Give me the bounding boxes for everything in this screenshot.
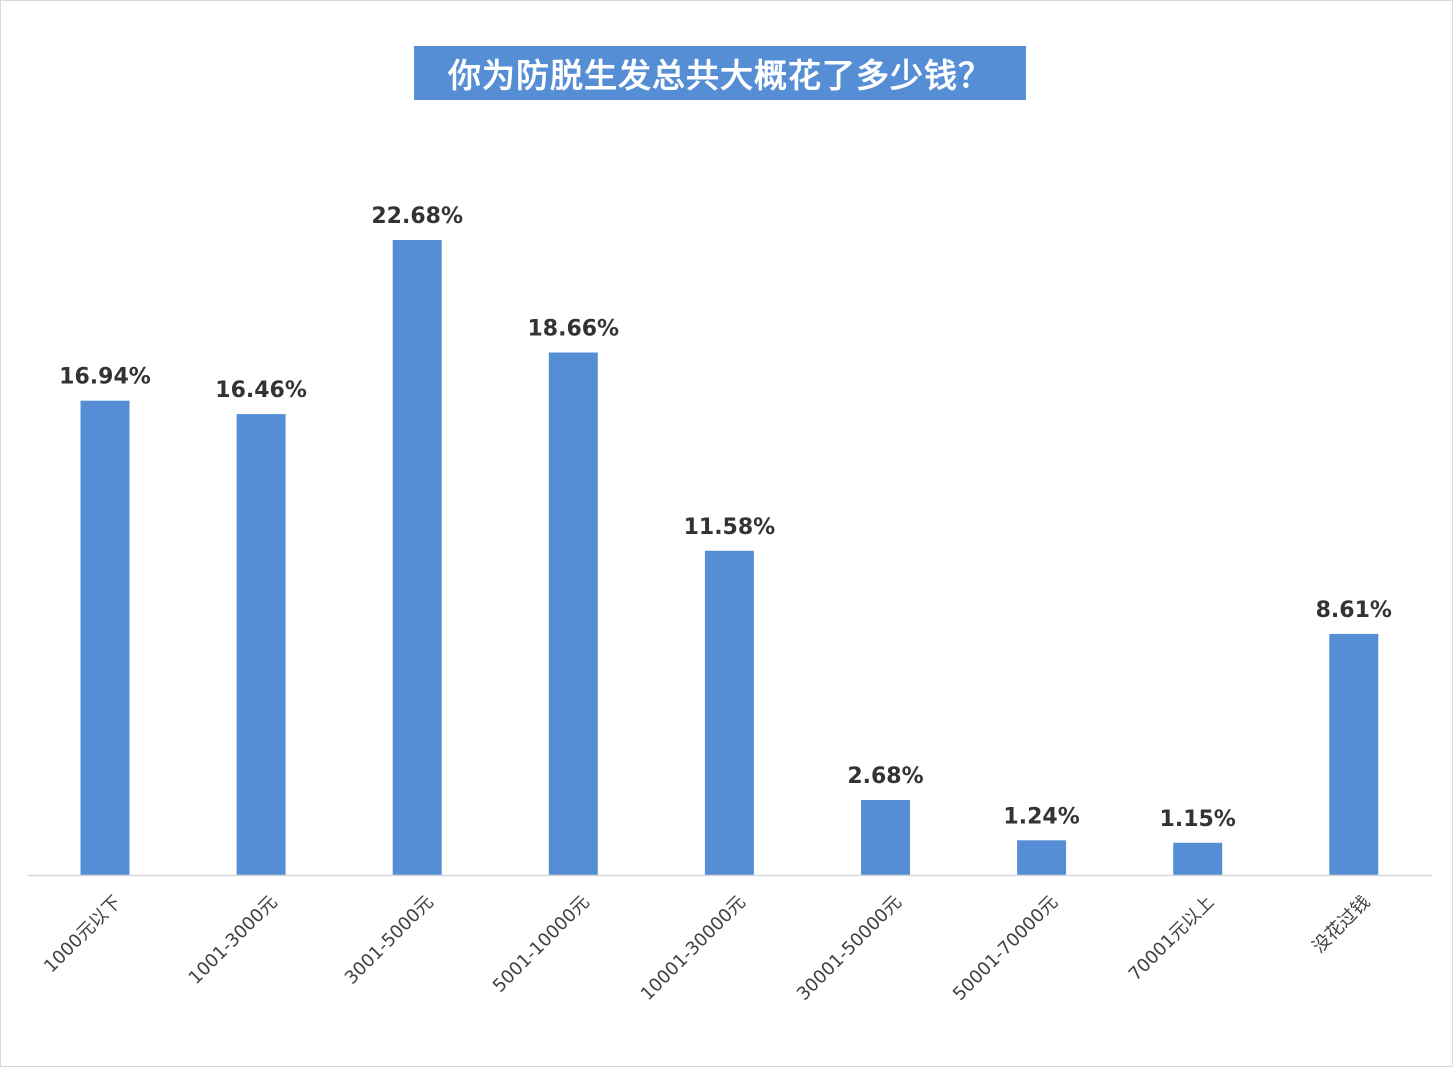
- category-label-5: 10001-30000元: [637, 892, 750, 1005]
- category-label-7: 50001-70000元: [949, 892, 1062, 1005]
- data-label-9: 8.61%: [1316, 598, 1392, 623]
- data-label-2: 16.46%: [215, 378, 307, 403]
- category-label-8: 70001元以上: [1125, 892, 1219, 986]
- bar-8: [1173, 842, 1223, 875]
- data-label-4: 18.66%: [527, 317, 619, 342]
- bar-9: [1329, 633, 1379, 875]
- bar-1: [80, 400, 130, 875]
- data-label-7: 1.24%: [1003, 804, 1079, 829]
- category-label-2: 1001-3000元: [185, 892, 282, 989]
- bar-7: [1017, 840, 1067, 875]
- data-labels-layer: 16.94% 16.46% 22.68% 18.66% 11.58% 2.68% 1.24%…: [59, 204, 1392, 832]
- data-label-8: 1.15%: [1160, 807, 1236, 832]
- bar-4: [548, 352, 598, 875]
- category-label-3: 3001-5000元: [341, 892, 438, 989]
- category-labels-layer: 1000元以下 1001-3000元 3001-5000元 5001-10000元 10…: [40, 892, 1374, 1005]
- bar-2: [236, 414, 286, 875]
- chart-title-box: 你为防脱生发总共大概花了多少钱？: [414, 46, 1026, 100]
- category-label-9: 没花过钱: [1309, 892, 1375, 958]
- category-label-4: 5001-10000元: [489, 892, 594, 997]
- bars-layer: [80, 240, 1379, 875]
- data-label-3: 22.68%: [371, 204, 463, 229]
- bar-3: [392, 240, 442, 875]
- bar-5: [704, 550, 754, 875]
- category-label-6: 30001-50000元: [793, 892, 906, 1005]
- data-label-6: 2.68%: [847, 764, 923, 789]
- category-label-1: 1000元以下: [40, 892, 125, 977]
- chart-title: 你为防脱生发总共大概花了多少钱？: [448, 56, 992, 95]
- data-label-5: 11.58%: [684, 515, 776, 540]
- data-label-1: 16.94%: [59, 365, 151, 390]
- bar-6: [861, 800, 910, 875]
